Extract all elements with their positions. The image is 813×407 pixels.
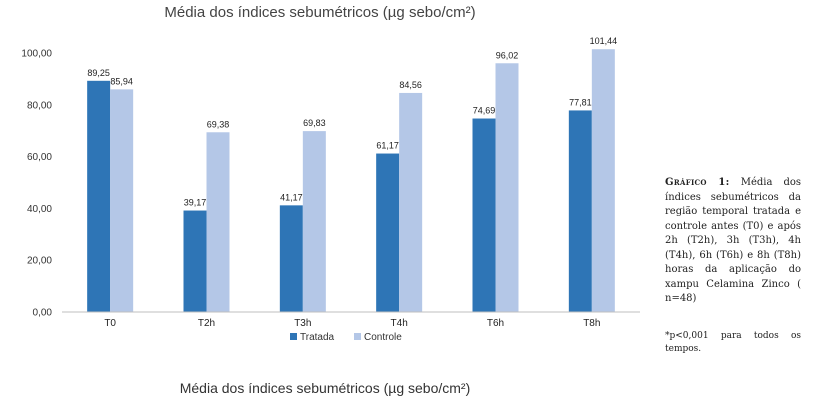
bar-tratada-t2h bbox=[183, 210, 207, 312]
bottom-title: Média dos índices sebumétricos (µg sebo/… bbox=[179, 380, 471, 396]
x-axis: T0 T2h T3h T4h T6h T8h bbox=[62, 311, 640, 329]
data-label: 41,17 bbox=[280, 192, 303, 202]
data-label: 69,83 bbox=[303, 118, 326, 128]
data-label: 77,81 bbox=[569, 97, 592, 107]
y-tick-label: 40,00 bbox=[27, 204, 52, 215]
legend-swatch-controle bbox=[354, 333, 361, 340]
x-tick-label: T4h bbox=[391, 318, 408, 329]
y-tick-label: 100,00 bbox=[21, 48, 52, 59]
y-tick-label: 0,00 bbox=[33, 308, 53, 319]
caption-heading: Gráfico 1: bbox=[665, 177, 730, 188]
x-tick-label: T6h bbox=[487, 318, 504, 329]
data-label: 96,02 bbox=[496, 50, 519, 60]
legend: Tratada Controle bbox=[290, 332, 402, 343]
bar-tratada-t0 bbox=[87, 80, 111, 312]
data-label: 39,17 bbox=[184, 198, 207, 208]
x-tick-label: T3h bbox=[294, 318, 311, 329]
bar-tratada-t3h bbox=[279, 205, 303, 312]
y-tick-label: 80,00 bbox=[27, 100, 52, 111]
bar-tratada-t8h bbox=[568, 110, 592, 312]
significance-note: *p<0,001 para todos os tempos. bbox=[665, 331, 801, 354]
y-tick-label: 20,00 bbox=[27, 256, 52, 267]
y-axis: 0,00 20,00 40,00 60,00 80,00 100,00 bbox=[21, 48, 52, 318]
data-label: 69,38 bbox=[207, 119, 230, 129]
x-tick-label: T2h bbox=[198, 318, 215, 329]
caption-body: Média dos índices sebumétricos da região… bbox=[665, 177, 801, 304]
data-label: 85,94 bbox=[110, 76, 133, 86]
bar-controle-t3h bbox=[302, 131, 326, 312]
bar-controle-t0 bbox=[110, 89, 134, 312]
data-label: 101,44 bbox=[590, 36, 618, 46]
data-label: 74,69 bbox=[473, 106, 496, 116]
legend-label-tratada: Tratada bbox=[300, 332, 335, 343]
data-label: 89,25 bbox=[87, 68, 110, 78]
x-tick-label: T0 bbox=[104, 318, 116, 329]
bar-tratada-t6h bbox=[472, 118, 496, 312]
legend-label-controle: Controle bbox=[364, 332, 402, 343]
y-tick-label: 60,00 bbox=[27, 152, 52, 163]
figure-caption: Gráfico 1: Média dos índices sebumétrico… bbox=[665, 176, 801, 307]
bar-controle-t8h bbox=[591, 49, 615, 312]
bar-controle-t6h bbox=[495, 63, 519, 312]
data-label: 84,56 bbox=[399, 80, 422, 90]
chart-title: Média dos índices sebumétricos (µg sebo/… bbox=[164, 4, 476, 21]
bar-chart: 0,00 20,00 40,00 60,00 80,00 100,00 89,2585,9… bbox=[21, 36, 640, 343]
x-tick-label: T8h bbox=[583, 318, 600, 329]
bar-tratada-t4h bbox=[376, 153, 400, 312]
legend-swatch-tratada bbox=[290, 333, 297, 340]
bar-controle-t4h bbox=[399, 92, 423, 312]
bar-controle-t2h bbox=[206, 132, 230, 312]
data-label: 61,17 bbox=[376, 141, 399, 151]
